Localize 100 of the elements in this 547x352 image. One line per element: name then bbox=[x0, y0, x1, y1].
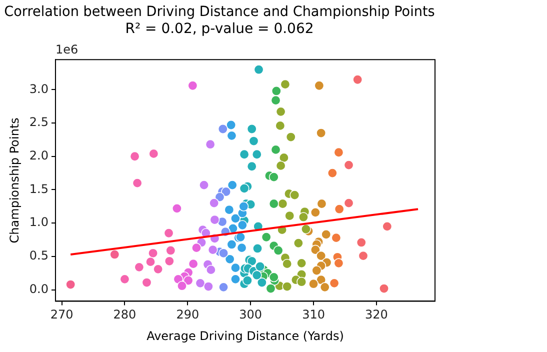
point bbox=[230, 262, 240, 273]
point bbox=[278, 198, 288, 209]
point bbox=[312, 266, 322, 276]
point bbox=[379, 284, 390, 294]
point bbox=[273, 245, 284, 256]
point bbox=[268, 272, 279, 282]
chart-subtitle: R² = 0.02, p-value = 0.062 bbox=[125, 20, 314, 37]
point bbox=[218, 282, 229, 292]
point bbox=[148, 148, 159, 159]
point bbox=[282, 282, 292, 292]
point bbox=[66, 280, 76, 290]
point bbox=[255, 261, 266, 272]
point bbox=[130, 151, 140, 162]
point bbox=[205, 139, 216, 150]
point bbox=[275, 120, 286, 131]
chart-title: Correlation between Driving Distance and Championship Points bbox=[4, 4, 435, 20]
point bbox=[308, 278, 319, 289]
point bbox=[331, 232, 342, 243]
y-axis-title: Championship Points bbox=[7, 118, 22, 244]
point bbox=[344, 198, 354, 208]
x-tick-label: 280 bbox=[113, 308, 136, 322]
point bbox=[195, 278, 206, 288]
point bbox=[316, 128, 326, 138]
y-tick-label: 0.0 bbox=[29, 282, 48, 296]
point bbox=[270, 144, 281, 155]
point bbox=[221, 186, 232, 197]
point bbox=[191, 242, 202, 253]
point bbox=[352, 74, 363, 85]
point bbox=[278, 152, 289, 163]
y-tick-label: 1.0 bbox=[29, 215, 48, 230]
point bbox=[148, 248, 158, 258]
point bbox=[296, 258, 307, 268]
x-tick-label: 310 bbox=[302, 308, 325, 322]
point bbox=[236, 242, 247, 253]
point bbox=[320, 282, 330, 292]
point bbox=[166, 245, 176, 256]
point bbox=[382, 221, 392, 232]
point bbox=[238, 201, 249, 212]
point bbox=[218, 124, 228, 134]
point bbox=[176, 280, 187, 291]
point bbox=[224, 204, 234, 215]
point bbox=[282, 258, 292, 269]
point bbox=[310, 207, 320, 218]
point bbox=[271, 86, 282, 96]
point bbox=[230, 274, 240, 284]
x-tick-label: 290 bbox=[176, 308, 200, 322]
y-tick-label: 3.0 bbox=[29, 82, 48, 96]
point bbox=[358, 250, 368, 261]
x-tick-label: 320 bbox=[365, 308, 388, 322]
point bbox=[254, 64, 264, 75]
point bbox=[246, 124, 257, 134]
point bbox=[224, 254, 235, 264]
point bbox=[153, 264, 164, 274]
point bbox=[276, 160, 286, 171]
point bbox=[206, 264, 216, 275]
point bbox=[142, 278, 152, 288]
point bbox=[199, 180, 210, 190]
point bbox=[134, 262, 144, 272]
point bbox=[284, 210, 295, 221]
point bbox=[334, 258, 344, 268]
point bbox=[334, 204, 344, 214]
point bbox=[246, 161, 257, 172]
text: 1e6 bbox=[55, 42, 78, 57]
point bbox=[239, 183, 250, 194]
point bbox=[242, 276, 252, 286]
point bbox=[227, 180, 238, 190]
y-tick-label: 0.5 bbox=[29, 248, 48, 263]
point bbox=[210, 214, 220, 225]
point bbox=[172, 203, 182, 214]
point bbox=[230, 213, 240, 224]
point bbox=[286, 132, 296, 142]
point bbox=[270, 95, 281, 106]
point bbox=[310, 244, 320, 255]
point bbox=[246, 256, 257, 266]
y-tick-label: 1.5 bbox=[29, 182, 48, 196]
point bbox=[209, 198, 220, 208]
point bbox=[226, 239, 237, 250]
point bbox=[239, 149, 250, 160]
point bbox=[146, 256, 156, 267]
point bbox=[266, 284, 276, 294]
point bbox=[252, 149, 262, 160]
point bbox=[300, 224, 311, 234]
point bbox=[120, 274, 130, 284]
point bbox=[296, 276, 307, 287]
point bbox=[110, 249, 120, 260]
point bbox=[321, 229, 332, 240]
point bbox=[280, 79, 290, 90]
point bbox=[356, 237, 366, 248]
point bbox=[268, 172, 279, 182]
point bbox=[188, 258, 198, 269]
point bbox=[252, 243, 263, 254]
y-tick-label: 2.5 bbox=[29, 115, 48, 130]
point bbox=[226, 130, 237, 141]
x-axis-title: Average Driving Distance (Yards) bbox=[146, 328, 344, 343]
x-tick-label: 270 bbox=[50, 308, 74, 322]
point bbox=[183, 276, 194, 286]
point bbox=[203, 282, 214, 292]
point bbox=[298, 212, 308, 222]
point bbox=[256, 278, 267, 288]
point bbox=[188, 80, 198, 91]
